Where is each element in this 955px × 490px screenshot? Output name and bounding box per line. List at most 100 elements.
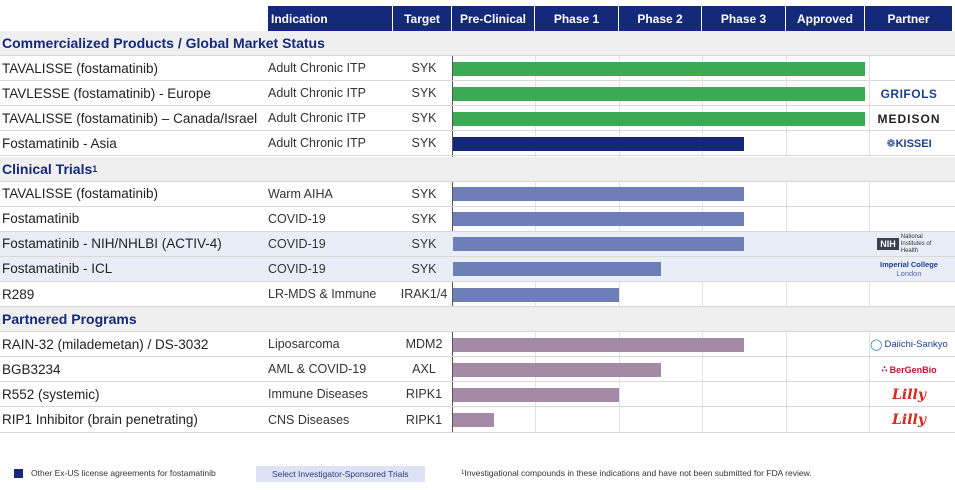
header-indication: Indication [268, 6, 393, 31]
table-row: Fostamatinib - Asia Adult Chronic ITP SYK [0, 131, 955, 157]
progress-bar [453, 111, 865, 126]
table-row: Fostamatinib COVID-19 SYK [0, 207, 955, 232]
imperial-line2: London [896, 269, 922, 279]
legend-investigator-label: Select Investigator-Sponsored Trials [272, 469, 409, 479]
program-name: RIP1 Inhibitor (brain penetrating) [2, 412, 198, 428]
program-indication: Adult Chronic ITP [268, 86, 366, 101]
legend-footnote-text: Investigational compounds in these indic… [464, 468, 812, 478]
program-indication: Warm AIHA [268, 186, 333, 201]
progress-bar [453, 212, 744, 227]
partner-logo: Imperial College London [866, 257, 952, 282]
header-stage-phase1: Phase 1 [535, 6, 619, 31]
partner-logo: ◯ Daiichi-Sankyo [866, 332, 952, 357]
progress-bar [453, 187, 744, 202]
program-name: TAVALISSE (fostamatinib) [2, 186, 159, 202]
header-stage-approved: Approved [786, 6, 865, 31]
progress-bar [453, 61, 865, 76]
progress-bar [453, 86, 865, 101]
progress-bar [453, 387, 619, 402]
program-target: SYK [411, 61, 437, 76]
program-target: IRAK1/4 [400, 287, 448, 302]
partner-logo: MEDISON [877, 111, 941, 126]
legend-exus: Other Ex-US license agreements for fosta… [14, 468, 216, 478]
program-name: Fostamatinib [2, 211, 80, 227]
section-title: Clinical Trials 1 [2, 157, 97, 181]
table-row: TAVLESSE (fostamatinib) - Europe Adult Ch… [0, 81, 955, 107]
table-row: TAVALISSE (fostamatinib) – Canada/Israel… [0, 106, 955, 132]
program-target: MDM2 [405, 337, 443, 352]
section-title-text: Clinical Trials [2, 160, 93, 177]
program-indication: CNS Diseases [268, 412, 350, 427]
bergenbio-icon: ∴ [881, 364, 888, 375]
table-row: R289 LR-MDS & Immune IRAK1/4 [0, 282, 955, 308]
partner-logo: ∴ BerGenBio [866, 357, 952, 382]
partner-logo: ❁ KISSEI [866, 131, 952, 156]
section-row: Clinical Trials 1 [0, 156, 955, 182]
program-name: R289 [2, 286, 35, 302]
program-indication: Adult Chronic ITP [268, 136, 366, 151]
program-target: AXL [412, 362, 436, 377]
program-target: RIPK1 [405, 387, 443, 402]
header-stage-phase2: Phase 2 [619, 6, 702, 31]
header-stage-preclinical: Pre-Clinical [452, 6, 535, 31]
section-title: Commercialized Products / Global Market … [2, 31, 325, 55]
progress-bar [453, 287, 619, 302]
legend-exus-label: Other Ex-US license agreements for fosta… [31, 468, 216, 478]
program-indication: COVID-19 [268, 211, 326, 226]
header-stage-phase3: Phase 3 [702, 6, 786, 31]
program-indication: Adult Chronic ITP [268, 61, 366, 76]
program-target: SYK [411, 86, 437, 101]
progress-bar [453, 362, 661, 377]
program-name: TAVLESSE (fostamatinib) - Europe [2, 85, 211, 101]
partner-logo: GRIFOLS [880, 86, 938, 101]
imperial-line1: Imperial College [880, 260, 938, 270]
program-target: SYK [411, 261, 437, 276]
program-indication: Immune Diseases [268, 387, 369, 402]
legend-footnote-mark: 1 [461, 470, 465, 476]
program-target: SYK [411, 186, 437, 201]
program-name: R552 (systemic) [2, 386, 100, 402]
program-indication: AML & COVID-19 [268, 362, 367, 377]
nih-box: NIH [877, 238, 899, 251]
program-indication: Liposarcoma [268, 337, 340, 352]
program-target: SYK [411, 236, 437, 251]
program-indication: Adult Chronic ITP [268, 111, 366, 126]
progress-bar [453, 413, 494, 428]
section-title-text: Partnered Programs [2, 311, 137, 328]
program-name: Fostamatinib - Asia [2, 135, 117, 151]
section-row: Commercialized Products / Global Market … [0, 31, 955, 57]
section-row: Partnered Programs [0, 307, 955, 333]
table-row: TAVALISSE (fostamatinib) Warm AIHA SYK [0, 182, 955, 207]
table-row: BGB3234 AML & COVID-19 AXL [0, 357, 955, 383]
program-target: SYK [411, 111, 437, 126]
section-title-text: Commercialized Products / Global Market … [2, 35, 325, 52]
legend-investigator: Select Investigator-Sponsored Trials [256, 466, 425, 482]
progress-bar [453, 337, 744, 352]
partner-name: BerGenBio [889, 364, 937, 375]
table-row: RIP1 Inhibitor (brain penetrating) CNS Di… [0, 408, 955, 433]
section-title: Partnered Programs [2, 307, 137, 331]
kissei-icon: ❁ [886, 138, 896, 151]
program-name: RAIN-32 (milademetan) / DS-3032 [2, 336, 209, 352]
daiichi-icon: ◯ [870, 339, 883, 352]
table-row: TAVALISSE (fostamatinib) Adult Chronic IT… [0, 56, 955, 82]
partner-name: Daiichi-Sankyo [884, 339, 948, 351]
partner-logo: Lilly [892, 412, 926, 429]
table-row: Fostamatinib - ICL COVID-19 SYK [0, 256, 955, 282]
program-name: Fostamatinib - NIH/NHLBI (ACTIV-4) [2, 236, 222, 252]
progress-bar [453, 136, 744, 151]
program-target: SYK [411, 211, 437, 226]
header-partner: Partner [865, 6, 953, 31]
program-name: Fostamatinib - ICL [2, 261, 113, 277]
table-row: RAIN-32 (milademetan) / DS-3032 Liposarco… [0, 332, 955, 358]
legend-footnote: 1 Investigational compounds in these ind… [461, 468, 812, 478]
program-indication: COVID-19 [268, 261, 326, 276]
header-target: Target [393, 6, 452, 31]
partner-logo: NIH National Institutes of Health [866, 232, 952, 257]
progress-bar [453, 262, 661, 277]
partner-logo: Lilly [892, 386, 926, 403]
section-footnote-mark: 1 [92, 163, 98, 174]
program-name: BGB3234 [2, 361, 61, 377]
program-target: SYK [411, 136, 437, 151]
